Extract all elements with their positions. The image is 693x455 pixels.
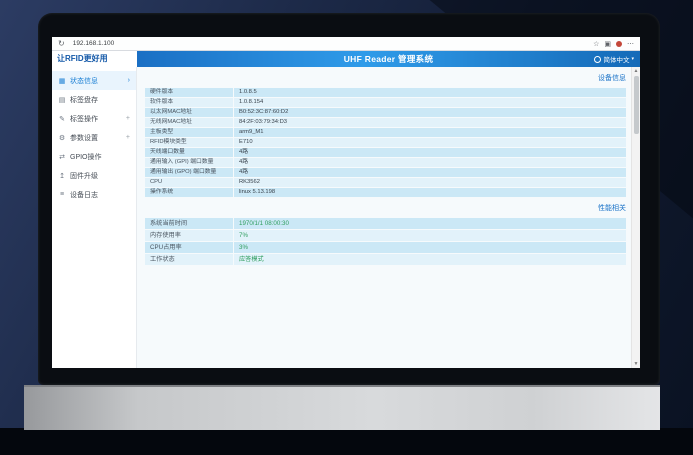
sidebar-item-label: 标签操作 <box>70 115 98 123</box>
tag-operation-icon: ✎ <box>59 115 65 123</box>
header-bar: UHF Reader 管理系统 简体中文 ▾ <box>137 51 640 67</box>
sidebar-item-label: 状态信息 <box>70 77 98 85</box>
app-header: 让RFID更好用 UHF Reader 管理系统 简体中文 ▾ <box>52 51 640 67</box>
sidebar-item-label: 设备日志 <box>70 191 98 199</box>
table-row: 通用输出 (GPO) 端口数量 4路 <box>145 168 626 177</box>
bookmark-star-icon[interactable]: ☆ <box>593 40 600 48</box>
main-content: 设备信息 硬件版本 1.0.8.5 软件版本 1.0.8.154 以太网MAC地址 B… <box>137 67 631 368</box>
expand-plus-icon: + <box>125 115 130 122</box>
monitor-stand <box>24 385 660 430</box>
upgrade-icon: ↥ <box>59 172 65 180</box>
tag-inventory-icon: ▤ <box>58 96 66 104</box>
scrollbar-thumb[interactable] <box>633 76 639 134</box>
sidebar-item-parameter-settings[interactable]: ⚙ 参数设置 + <box>52 128 136 147</box>
device-info-table: 硬件版本 1.0.8.5 软件版本 1.0.8.154 以太网MAC地址 B0:52:… <box>145 88 626 197</box>
table-row: 以太网MAC地址 B0:52:3C:87:60:D2 <box>145 108 626 117</box>
sidebar-item-tag-operation[interactable]: ✎ 标签操作 + <box>52 109 136 128</box>
extensions-icon[interactable]: ▣ <box>604 40 611 48</box>
desk-shadow <box>0 428 693 455</box>
monitor-bezel: ↻ 192.168.1.100 ☆ ▣ ⋯ 让RFID更好用 UHF Reade… <box>38 13 660 385</box>
table-row: 主板类型 arm9_M1 <box>145 128 626 137</box>
sidebar-item-status-info[interactable]: ▦ 状态信息 › <box>52 71 136 90</box>
browser-toolbar: ↻ 192.168.1.100 ☆ ▣ ⋯ <box>52 37 640 51</box>
browser-menu-icon[interactable]: ⋯ <box>627 40 634 48</box>
expand-plus-icon: + <box>125 134 130 141</box>
app-logo: 让RFID更好用 <box>52 51 137 67</box>
sidebar-item-firmware-upgrade[interactable]: ↥ 固件升级 <box>52 166 136 185</box>
language-selector[interactable]: 简体中文 ▾ <box>594 51 634 67</box>
table-row: 操作系统 linux 5.13.198 <box>145 188 626 197</box>
performance-link[interactable]: 性能相关 <box>598 205 626 212</box>
sidebar-item-device-log[interactable]: ≡ 设备日志 <box>52 185 136 204</box>
sidebar-item-label: 固件升级 <box>70 172 98 180</box>
scrollbar[interactable]: ▲ ▼ <box>631 67 640 368</box>
log-icon: ≡ <box>59 191 65 198</box>
profile-avatar[interactable] <box>616 40 622 47</box>
address-bar[interactable]: 192.168.1.100 <box>72 40 115 47</box>
table-row: 无线网MAC地址 84:2F:03:79:34:D3 <box>145 118 626 127</box>
table-row: 系统当前时间 1970/1/1 08:00:30 <box>145 218 626 229</box>
table-row: CPU占用率 3% <box>145 242 626 253</box>
gpio-icon: ⇄ <box>59 153 65 161</box>
performance-table: 系统当前时间 1970/1/1 08:00:30 内存使用率 7% CPU占用率 3%… <box>145 218 626 265</box>
page-title: UHF Reader 管理系统 <box>343 54 434 64</box>
table-row: RFID模块类型 E710 <box>145 138 626 147</box>
chevron-down-icon: ▾ <box>631 56 634 62</box>
table-row: 硬件版本 1.0.8.5 <box>145 88 626 97</box>
table-row: 内存使用率 7% <box>145 230 626 241</box>
gear-icon: ⚙ <box>58 134 66 142</box>
device-info-link[interactable]: 设备信息 <box>598 75 626 82</box>
table-row: 通用输入 (GPI) 端口数量 4路 <box>145 158 626 167</box>
sidebar-item-gpio-operation[interactable]: ⇄ GPIO操作 <box>52 147 136 166</box>
browser-window: ↻ 192.168.1.100 ☆ ▣ ⋯ 让RFID更好用 UHF Reade… <box>52 37 640 368</box>
table-row: 工作状态 应答模式 <box>145 254 626 265</box>
sidebar-item-tag-inventory[interactable]: ▤ 标签盘存 <box>52 90 136 109</box>
table-row: 软件版本 1.0.8.154 <box>145 98 626 107</box>
sidebar-item-label: 标签盘存 <box>70 96 98 104</box>
table-row: CPU RK3562 <box>145 178 626 187</box>
sidebar-item-label: GPIO操作 <box>70 153 102 161</box>
scroll-up-icon[interactable]: ▲ <box>633 68 639 74</box>
sidebar-item-label: 参数设置 <box>70 134 98 142</box>
chevron-right-icon: › <box>127 77 130 84</box>
scroll-down-icon[interactable]: ▼ <box>633 361 639 367</box>
status-info-icon: ▦ <box>58 77 66 85</box>
reload-icon[interactable]: ↻ <box>58 39 65 48</box>
language-label: 简体中文 <box>603 57 630 64</box>
sidebar: ▦ 状态信息 › ▤ 标签盘存 ✎ 标签操作 + ⚙ 参数设置 + <box>52 67 137 368</box>
globe-icon <box>594 55 602 63</box>
table-row: 天线端口数量 4路 <box>145 148 626 157</box>
